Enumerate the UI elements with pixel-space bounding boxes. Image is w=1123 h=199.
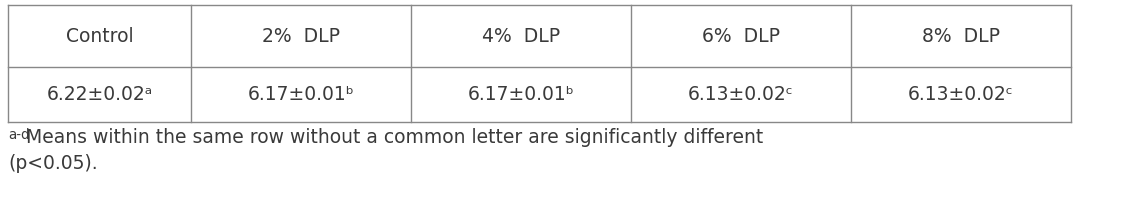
Text: 4%  DLP: 4% DLP [482, 26, 560, 46]
Text: 6.13±0.02ᶜ: 6.13±0.02ᶜ [909, 85, 1014, 104]
Text: 8%  DLP: 8% DLP [922, 26, 999, 46]
Text: 6%  DLP: 6% DLP [702, 26, 780, 46]
Text: Control: Control [65, 26, 134, 46]
Text: Means within the same row without a common letter are significantly different: Means within the same row without a comm… [26, 128, 764, 147]
Text: (p<0.05).: (p<0.05). [8, 154, 98, 173]
Text: a-d: a-d [8, 128, 29, 142]
Text: 2%  DLP: 2% DLP [262, 26, 340, 46]
Text: 6.13±0.02ᶜ: 6.13±0.02ᶜ [688, 85, 794, 104]
Text: 6.17±0.01ᵇ: 6.17±0.01ᵇ [248, 85, 355, 104]
Text: 6.22±0.02ᵃ: 6.22±0.02ᵃ [46, 85, 153, 104]
Text: 6.17±0.01ᵇ: 6.17±0.01ᵇ [467, 85, 574, 104]
